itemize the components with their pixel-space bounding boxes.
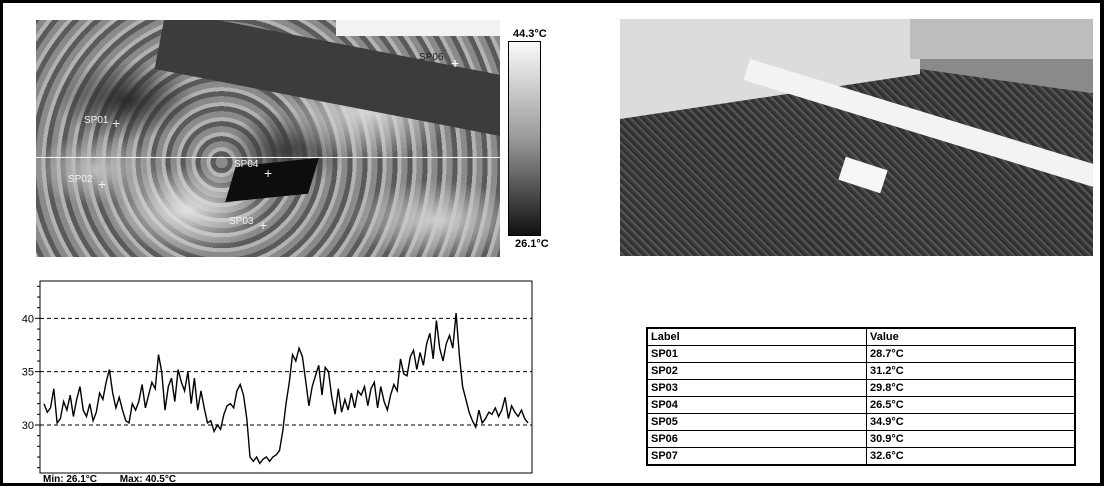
table-row: SP04 26.5°C: [646, 396, 1076, 414]
table-row: SP02 31.2°C: [646, 362, 1076, 380]
chart-y-labels: 40 35 30: [22, 313, 34, 432]
table-cell-label: SP06: [646, 430, 867, 448]
table-cell-label: SP07: [646, 447, 867, 466]
spot-values-table: Label Value SP01 28.7°C SP02 31.2°C SP03 29…: [646, 327, 1076, 466]
photo-wall-right: [910, 19, 1093, 59]
scale-max-label: 44.3°C: [513, 28, 547, 40]
table-cell-label: SP04: [646, 396, 867, 414]
crosshair-icon: +: [112, 115, 121, 131]
crosshair-icon: +: [451, 55, 460, 71]
thermal-image: SP01 + SP02 + SP03 + SP04 + SP06 +: [36, 20, 500, 257]
spot-marker-sp03[interactable]: SP03 +: [229, 216, 267, 233]
table-cell-label: SP01: [646, 345, 867, 363]
chart-y-tick-label: 40: [22, 313, 34, 325]
table-cell-value: 29.8°C: [866, 379, 1076, 397]
temperature-scale-bar: [508, 41, 541, 236]
chart-min-label: Min: 26.1°C: [43, 474, 98, 483]
profile-line: [36, 157, 500, 158]
spot-marker-sp01[interactable]: SP01 +: [84, 115, 120, 131]
spot-marker-sp06[interactable]: SP06 +: [419, 52, 459, 71]
table-cell-value: 31.2°C: [866, 362, 1076, 380]
chart-footer: Min: 26.1°C Max: 40.5°C: [43, 474, 196, 483]
table-cell-label: SP05: [646, 413, 867, 431]
table-cell-value: 34.9°C: [866, 413, 1076, 431]
table-header-value: Value: [866, 327, 1076, 346]
crosshair-icon: +: [98, 176, 107, 192]
temperature-profile-chart: 40 35 30: [22, 280, 533, 474]
chart-grid: [40, 317, 532, 426]
spot-label: SP04: [234, 159, 259, 170]
table-cell-value: 32.6°C: [866, 447, 1076, 466]
table-row: SP05 34.9°C: [646, 413, 1076, 431]
spot-label: SP06: [419, 52, 444, 63]
thermal-hot-area: [336, 20, 500, 36]
table-row: SP06 30.9°C: [646, 430, 1076, 448]
table-row: SP01 28.7°C: [646, 345, 1076, 363]
visual-photo: [620, 19, 1093, 256]
table-row: SP07 32.6°C: [646, 447, 1076, 466]
table-cell-value: 28.7°C: [866, 345, 1076, 363]
chart-plot-border: [39, 280, 533, 474]
spot-label: SP02: [68, 174, 93, 185]
scale-min-label: 26.1°C: [515, 238, 549, 250]
spot-label: SP03: [229, 216, 254, 227]
table-cell-value: 26.5°C: [866, 396, 1076, 414]
spot-marker-sp02[interactable]: SP02 +: [68, 174, 106, 192]
spot-label: SP01: [84, 115, 109, 126]
spot-marker-sp04[interactable]: SP04 +: [234, 159, 272, 181]
crosshair-icon: +: [264, 165, 273, 181]
photo-reference-card: [838, 156, 888, 194]
table-cell-value: 30.9°C: [866, 430, 1076, 448]
table-header-row: Label Value: [646, 327, 1076, 346]
thermal-cool-stripe: [154, 20, 500, 150]
chart-y-tick-label: 35: [22, 367, 34, 379]
table-row: SP03 29.8°C: [646, 379, 1076, 397]
chart-axis-ticks: [35, 285, 40, 469]
chart-max-label: Max: 40.5°C: [119, 474, 177, 483]
crosshair-icon: +: [259, 217, 268, 233]
table-cell-label: SP03: [646, 379, 867, 397]
chart-series-line: [43, 312, 529, 465]
table-cell-label: SP02: [646, 362, 867, 380]
report-page: SP01 + SP02 + SP03 + SP04 + SP06 + 44.3°…: [3, 3, 1100, 483]
chart-y-tick-label: 30: [22, 420, 34, 432]
table-header-label: Label: [646, 327, 867, 346]
